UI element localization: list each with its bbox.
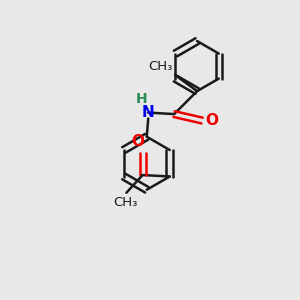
Text: CH₃: CH₃ — [113, 196, 137, 208]
Text: CH₃: CH₃ — [148, 60, 173, 73]
Text: O: O — [132, 134, 145, 149]
Text: N: N — [142, 105, 155, 120]
Text: O: O — [206, 113, 219, 128]
Text: H: H — [136, 92, 148, 106]
